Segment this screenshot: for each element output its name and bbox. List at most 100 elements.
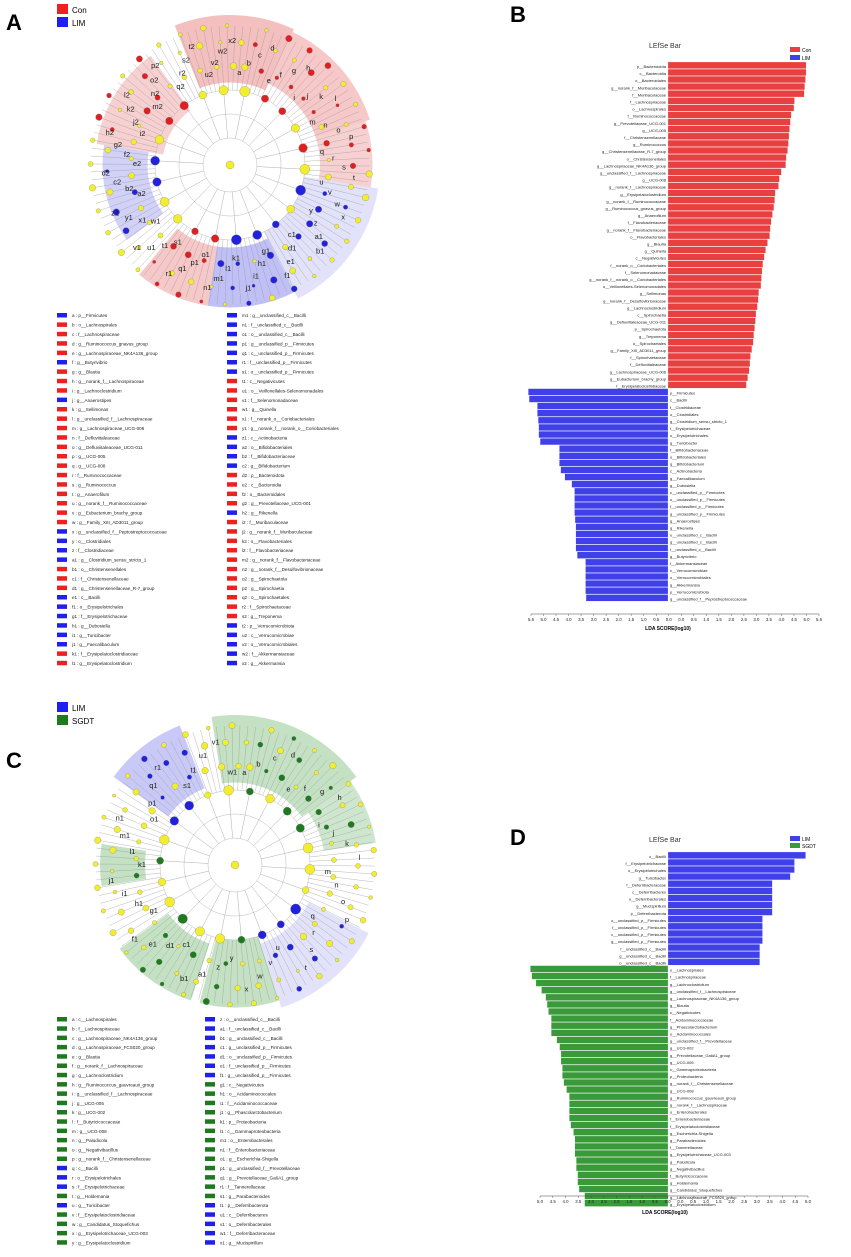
chart-b-bar-neg-3 [537,409,669,417]
chart-b-bar-pos-43 [667,367,750,374]
key-a-col2-swatch-35 [227,642,237,647]
clado-c-node-86 [101,814,107,820]
key-a-col1-swatch-0 [57,313,67,318]
chart-b-bar-pos-29 [667,267,763,275]
chart-b-bar-neg-1 [529,395,669,403]
clado-c-node-61 [174,971,179,976]
chart-d-bar-label-neg-6: c__Negativicutes [670,1010,700,1015]
key-a-col2-swatch-20 [227,501,237,506]
clado-c-label-18: s [309,945,313,954]
clado-a-node-86 [95,113,103,121]
clado-a-branch-85 [96,124,159,144]
clado-a-branch-24 [304,157,370,162]
key-c-col1-swatch-15 [57,1156,67,1161]
chart-b-bar-label-neg-6: o__Erysipelotrichales [670,433,708,438]
clado-c-branch-18 [304,811,364,837]
chart-d-bar-neg-17 [566,1086,669,1094]
key-a-col1-label-26: a1 : g__Clostridium_sensu_stricto_1 [72,558,147,563]
clado-a-branch-6 [265,42,297,100]
key-c-col2-swatch-11 [205,1119,215,1124]
clado-a-label-33: h1 [258,259,266,268]
clado-a-label-46: u1 [147,243,155,252]
chart-b-tick-label-6: 2.5 [603,617,610,622]
clado-c-label-13: n [334,881,338,890]
key-a-col2-swatch-33 [227,623,237,628]
clado-c-branch-65 [142,921,186,970]
clado-a-branch-81 [90,155,156,161]
clado-a-node-63 [170,243,177,250]
key-a-col1-swatch-29 [57,585,67,591]
chart-b-bar-label-pos-15: g__unclassified_f__Lachnospiraceae [600,171,667,176]
clado-a-label-32: g1 [262,246,270,255]
clado-c-node-109 [243,739,250,746]
clado-a-node-90 [143,107,151,115]
clado-c-node-100 [181,749,188,756]
clado-c-branch-100 [177,737,205,797]
clado-a-node-122 [191,227,199,235]
key-a-col2-swatch-34 [227,632,237,638]
chart-b-bar-pos-2 [667,76,806,83]
key-c-col1-label-16: q : c__Bacilli [72,1166,98,1171]
clado-a-branch-70 [112,204,167,240]
key-c-col1-swatch-22 [57,1221,67,1227]
clado-c-node-97 [163,760,170,766]
clado-a-node-15 [311,110,316,115]
key-a-col2-swatch-25 [227,548,237,553]
chart-b-tick-label-3: 4.0 [566,617,573,622]
chart-b-bar-pos-20 [667,203,774,211]
chart-d-bar-label-neg-8: g__Phascolarctobacterium [670,1024,718,1029]
clado-c-label-12: m [325,867,331,876]
key-a-col2-label-30: q2 : o__Spirochaetales [242,595,290,600]
clado-c-node-58 [193,978,199,985]
chart-b-bar-label-pos-13: o__Christensenellales [627,156,666,161]
key-a-col1-swatch-2 [57,331,67,337]
chart-b-bar-label-neg-8: f__Bifidobacteriaceae [670,447,709,452]
key-a-col1-swatch-19 [57,491,67,497]
key-a-col1-label-4: e : g__Lachnospiraceae_NK4A136_group [72,351,158,356]
clado-c-node-54 [223,961,229,966]
chart-d-bar-label-neg-19: g__norank_f__Lachnospiraceae [670,1103,728,1108]
key-a-col2-label-28: o2 : g__Spirochaetota [242,576,287,581]
key-a-col2-label-37: x2 : g__Akkermansia [242,661,285,666]
clado-a-node-89 [106,92,112,99]
clado-c-node-130 [204,791,212,799]
clado-c-node-47 [275,996,280,1000]
key-a-col1-swatch-35 [57,642,67,647]
clado-c-node-82 [109,846,117,854]
clado-c-branch-47 [257,936,278,999]
clado-c-branch-81 [95,855,161,861]
chart-d-bar-neg-33 [584,1199,669,1207]
chart-b-bar-pos-31 [667,282,762,289]
clado-a-branch-30 [301,186,364,206]
clado-c-branch-86 [103,817,165,840]
chart-b-bar-label-pos-34: g__Lachnoclostridium [627,305,667,310]
chart-b-bar-neg-9 [559,452,669,460]
chart-d-bar-neg-21 [569,1114,669,1122]
clado-c-branch-105 [215,726,226,791]
chart-b-bar-label-pos-33: g__norank_f__Desulfovibrionaceae [603,298,667,303]
chart-d-bar-neg-12 [560,1050,669,1058]
clado-a-branch-106 [218,25,225,91]
panel-letter-a: A [6,10,22,35]
key-a-col2-label-11: x1 : f__norank_o__Coriobacteriales [242,417,315,422]
clado-c-branch-11 [287,765,334,812]
chart-b-tick-label-7: 2.0 [616,617,623,622]
clado-a-node-57 [201,258,207,263]
clado-a-branch-15 [293,90,348,126]
clado-a-node-109 [238,39,245,46]
clado-a-node-43 [289,267,296,275]
clado-a-node-45 [266,251,275,259]
clado-c-branch-21 [308,834,372,849]
key-c-col1-label-13: n : g__Paludicola [72,1138,108,1143]
clado-c-branch-60 [175,932,204,992]
clado-a-node-41 [312,274,317,279]
clado-c-branch-27 [309,873,374,883]
chart-b-bar-neg-10 [559,459,669,467]
clado-c-node-116 [302,886,310,894]
clado-a-ring-0 [202,137,258,193]
key-a-col1-swatch-32 [57,613,67,619]
clado-c-node-24 [331,857,337,863]
key-a-col2-label-29: p2 : g__Spirochaetia [242,586,285,591]
